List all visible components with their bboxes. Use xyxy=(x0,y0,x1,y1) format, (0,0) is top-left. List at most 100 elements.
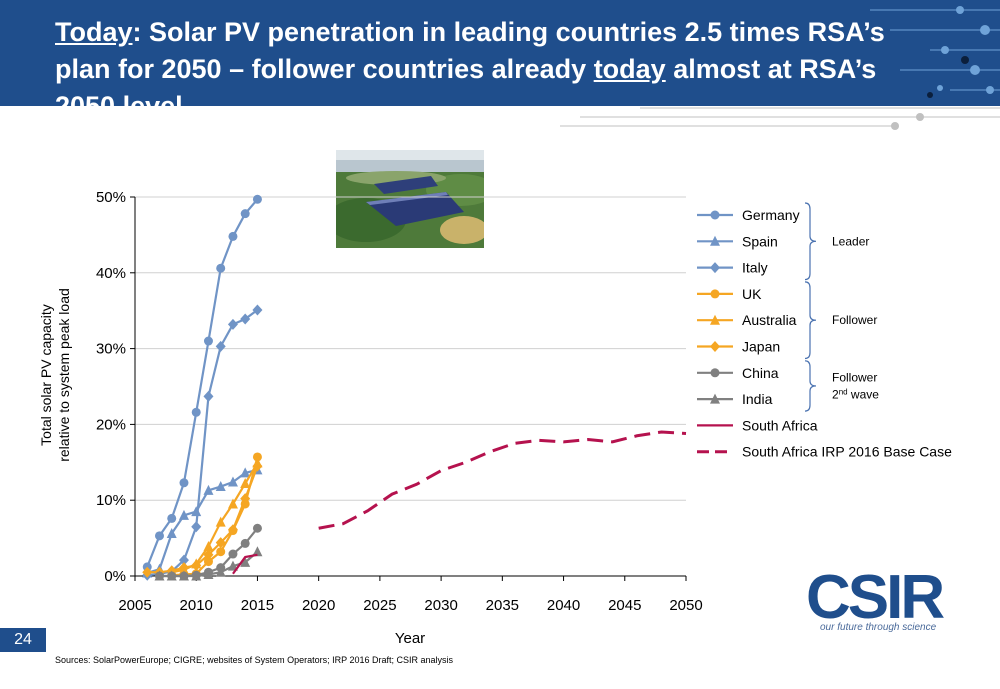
data-point xyxy=(142,566,153,578)
data-point xyxy=(252,304,263,316)
legend-label: Japan xyxy=(742,339,780,355)
x-tick-label: 2030 xyxy=(424,597,457,614)
data-point xyxy=(215,566,226,577)
x-tick-label: 2010 xyxy=(180,597,213,614)
data-point xyxy=(228,231,238,241)
circuit-decoration xyxy=(870,6,1000,98)
y-tick-label: 10% xyxy=(96,492,126,509)
sources-note: Sources: SolarPowerEurope; CIGRE; websit… xyxy=(55,655,453,665)
data-point xyxy=(178,570,189,581)
legend-label: Spain xyxy=(742,233,778,249)
legend-label: South Africa xyxy=(742,417,818,433)
series-germany xyxy=(142,194,262,572)
legend-marker xyxy=(710,368,720,378)
data-point xyxy=(203,568,214,579)
title-text-2: almost at RSA’s 2050 level xyxy=(55,54,877,106)
data-point xyxy=(203,549,214,561)
group-label: Follower xyxy=(832,313,877,327)
legend-marker xyxy=(710,210,720,220)
data-point xyxy=(240,538,250,548)
data-point xyxy=(203,484,214,495)
x-axis-label: Year xyxy=(395,630,425,647)
data-point xyxy=(240,478,251,489)
title-banner: Today: Solar PV penetration in leading c… xyxy=(0,0,1000,106)
group-brace xyxy=(804,281,817,360)
x-tick-label: 2040 xyxy=(547,597,580,614)
data-point xyxy=(216,263,226,273)
x-tick-label: 2015 xyxy=(241,597,274,614)
data-point xyxy=(215,516,226,527)
legend-marker xyxy=(710,393,720,404)
page-number: 24 xyxy=(0,628,46,652)
legend-label: South Africa IRP 2016 Base Case xyxy=(742,444,952,460)
legend-label: UK xyxy=(742,286,762,302)
csir-tagline: our future through science xyxy=(820,622,937,633)
y-tick-label: 0% xyxy=(104,568,126,585)
series-south-africa xyxy=(232,553,258,575)
series-line xyxy=(146,468,258,575)
legend-label: Italy xyxy=(742,260,768,276)
csir-logo: CSIR xyxy=(806,563,945,632)
data-point xyxy=(240,209,250,219)
data-point xyxy=(191,521,202,533)
group-label: Follower xyxy=(832,370,877,384)
legend-marker xyxy=(710,341,720,352)
divider-decoration xyxy=(560,107,1000,130)
data-point xyxy=(154,531,164,541)
series-line xyxy=(146,198,259,568)
data-point xyxy=(240,467,251,478)
legend-marker xyxy=(710,235,720,246)
data-point xyxy=(215,340,226,352)
data-point xyxy=(252,452,262,462)
data-point xyxy=(227,560,238,571)
solar-farm-photo xyxy=(336,150,484,248)
group-brace xyxy=(804,202,817,281)
data-point xyxy=(166,528,177,539)
data-point xyxy=(240,313,251,325)
data-point xyxy=(252,523,262,533)
x-tick-label: 2050 xyxy=(669,597,702,614)
y-tick-label: 50% xyxy=(96,189,126,206)
data-point xyxy=(227,498,238,509)
x-tick-label: 2020 xyxy=(302,597,335,614)
series-south-africa-irp-2016-base-case xyxy=(318,430,687,530)
data-point xyxy=(215,481,226,492)
title-today-2: today xyxy=(593,54,666,84)
data-point xyxy=(178,509,189,520)
legend-marker xyxy=(710,314,720,325)
data-point xyxy=(216,547,226,557)
data-point xyxy=(252,194,262,204)
legend-label: India xyxy=(742,391,773,407)
data-point xyxy=(191,570,202,581)
x-tick-label: 2025 xyxy=(363,597,396,614)
series-line xyxy=(318,430,687,530)
data-point xyxy=(215,537,226,549)
y-tick-label: 40% xyxy=(96,265,126,282)
data-point xyxy=(178,562,189,574)
data-point xyxy=(252,460,263,472)
y-tick-label: 30% xyxy=(96,341,126,358)
data-point xyxy=(203,540,214,551)
legend-label: Germany xyxy=(742,207,800,223)
axes: 0% 10% 20% 30% 40% 50% 2005 2010 2015 2020 2025 203… xyxy=(96,189,703,614)
data-point xyxy=(227,476,238,487)
data-point xyxy=(191,506,202,517)
data-point xyxy=(191,559,202,571)
title-today-1: Today xyxy=(55,17,133,47)
data-point xyxy=(227,524,238,536)
legend: Germany Spain Italy UK Australia Japan China In… xyxy=(697,202,952,460)
y-axis-label-line2: relative to system peak load xyxy=(56,288,72,462)
page-title: Today: Solar PV penetration in leading c… xyxy=(55,14,935,106)
series-line xyxy=(147,465,259,574)
title-text-1: : Solar PV penetration in leading countr… xyxy=(55,17,885,84)
data-point xyxy=(203,390,214,402)
data-point xyxy=(240,493,251,505)
x-tick-label: 2045 xyxy=(608,597,641,614)
data-point xyxy=(179,478,189,488)
data-point xyxy=(240,556,251,567)
data-point xyxy=(167,513,177,523)
data-point xyxy=(191,407,201,417)
group-brace xyxy=(804,360,817,412)
group-label: Leader xyxy=(832,234,869,248)
